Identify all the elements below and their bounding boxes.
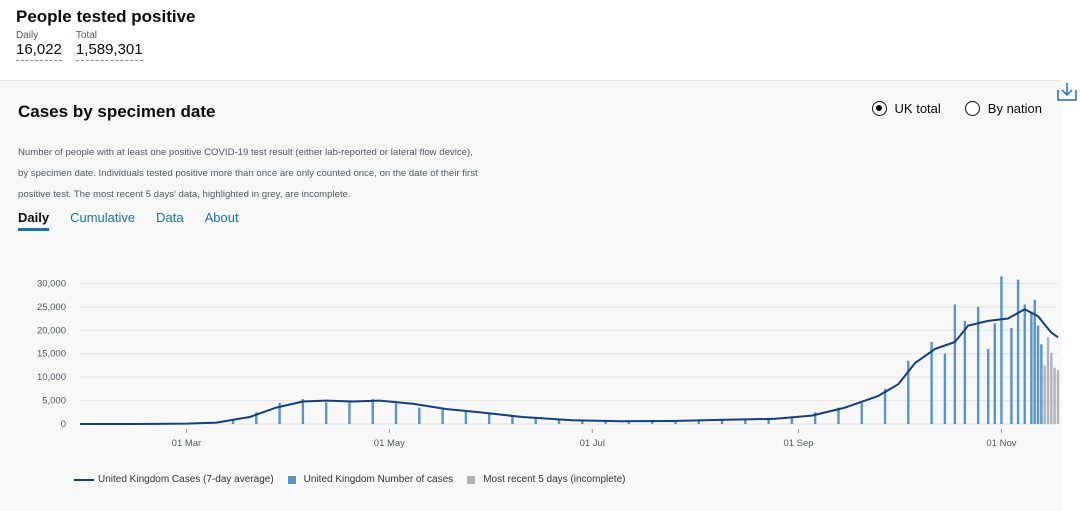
legend-item-average[interactable]: United Kingdom Cases (7-day average) <box>74 474 274 485</box>
case-bar <box>348 401 350 424</box>
case-bar <box>1037 326 1039 424</box>
case-bar <box>1010 328 1012 424</box>
page-title: People tested positive <box>16 6 196 28</box>
y-tick-label: 5,000 <box>42 396 66 407</box>
legend-item-incomplete[interactable]: Most recent 5 days (incomplete) <box>467 474 625 485</box>
metrics-header: People tested positive Daily 16,022 Tota… <box>16 6 196 61</box>
case-bar <box>395 403 397 424</box>
case-bar <box>441 409 443 424</box>
incomplete-bar <box>1047 337 1049 424</box>
y-tick-label: 15,000 <box>37 349 66 360</box>
metrics-row: Daily 16,022 Total 1,589,301 <box>16 30 196 61</box>
x-tick-label: 01 Mar <box>172 438 202 449</box>
grey-bar-swatch-icon <box>467 476 475 484</box>
case-bar <box>954 304 956 424</box>
case-bar <box>861 403 863 424</box>
y-tick-label: 25,000 <box>37 302 66 313</box>
total-label: Total <box>76 30 143 41</box>
x-tick-label: 01 Jul <box>580 438 605 449</box>
x-tick-label: 01 Nov <box>986 438 1016 449</box>
daily-metric: Daily 16,022 <box>16 30 62 61</box>
total-value[interactable]: 1,589,301 <box>76 41 143 61</box>
case-bar <box>987 349 989 424</box>
chart-legend: United Kingdom Cases (7-day average) Uni… <box>74 474 639 485</box>
case-bar <box>465 411 467 424</box>
daily-value[interactable]: 16,022 <box>16 41 62 61</box>
case-bar <box>944 354 946 424</box>
legend-label-incomplete: Most recent 5 days (incomplete) <box>483 474 625 485</box>
case-bar <box>1017 280 1019 424</box>
x-tick-label: 01 May <box>374 438 405 449</box>
case-bar <box>1040 344 1042 424</box>
case-bar <box>418 408 420 424</box>
incomplete-bar <box>1043 365 1045 424</box>
average-line <box>80 309 1058 424</box>
case-bar <box>884 389 886 424</box>
daily-label: Daily <box>16 30 62 41</box>
case-bar <box>1034 300 1036 424</box>
incomplete-bar <box>1050 353 1052 424</box>
total-metric: Total 1,589,301 <box>76 30 143 61</box>
legend-item-cases[interactable]: United Kingdom Number of cases <box>288 474 454 485</box>
case-bar <box>372 399 374 424</box>
bar-swatch-icon <box>288 476 296 484</box>
y-tick-label: 0 <box>61 419 66 430</box>
incomplete-bar <box>1053 368 1055 424</box>
y-tick-label: 20,000 <box>37 325 66 336</box>
x-tick-label: 01 Sep <box>783 438 813 449</box>
case-bar <box>302 399 304 424</box>
case-bar <box>930 342 932 424</box>
line-swatch-icon <box>74 479 94 481</box>
case-bar <box>1024 304 1026 424</box>
legend-label-average: United Kingdom Cases (7-day average) <box>98 474 274 485</box>
legend-label-cases: United Kingdom Number of cases <box>304 474 454 485</box>
case-bar <box>1000 276 1002 424</box>
cases-card: Cases by specimen date UK total By natio… <box>0 80 1062 511</box>
case-bar <box>325 402 327 424</box>
y-tick-label: 30,000 <box>37 278 66 289</box>
case-bar <box>1030 312 1032 425</box>
y-tick-label: 10,000 <box>37 372 66 383</box>
download-icon[interactable] <box>1056 80 1078 102</box>
case-bar <box>994 323 996 424</box>
case-bar <box>488 414 490 424</box>
case-bar <box>511 417 513 425</box>
incomplete-bar <box>1057 370 1059 424</box>
case-bar <box>964 321 966 424</box>
cases-chart: 0 5,000 10,000 15,000 20,000 25,000 30,000 01 M… <box>0 81 1062 471</box>
case-bar <box>791 418 793 424</box>
case-bar <box>535 418 537 424</box>
